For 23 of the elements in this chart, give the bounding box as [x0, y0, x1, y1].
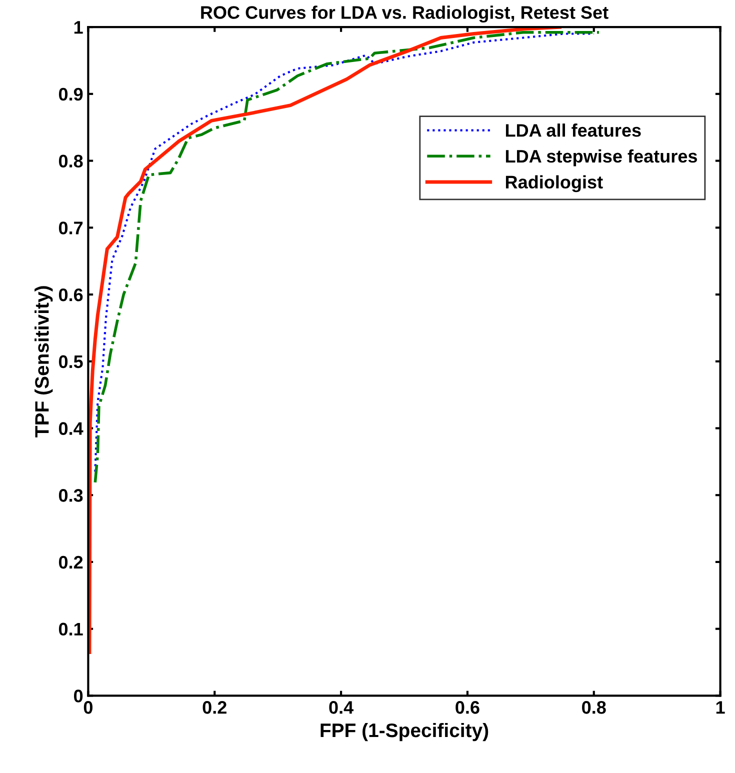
y-tick-label: 0.1 — [58, 622, 83, 636]
y-tick-label: 1 — [74, 21, 83, 34]
y-tick-label: 0.2 — [58, 556, 83, 569]
y-axis-title: TPF (Sensitivity) — [34, 286, 53, 438]
legend-label: Radiologist — [506, 175, 603, 192]
legend-label: LDA stepwise features — [506, 149, 697, 166]
x-tick-label: 0 — [84, 701, 92, 714]
y-tick-label: 0 — [74, 690, 83, 702]
y-tick-label: 0.8 — [58, 154, 83, 168]
x-tick-label: 0.2 — [202, 701, 226, 714]
legend-label: LDA all features — [506, 124, 641, 137]
x-tick-label: 0.4 — [329, 701, 354, 714]
x-tick-label: 1 — [716, 701, 725, 714]
y-tick-label: 0.5 — [58, 355, 83, 368]
x-tick-label: 0.8 — [582, 701, 606, 714]
y-tick-label: 0.7 — [58, 222, 83, 234]
y-tick-label: 0.4 — [58, 422, 84, 435]
chart-title: ROC Curves for LDA vs. Radiologist, Retest Set — [201, 6, 608, 23]
y-tick-label: 0.9 — [58, 88, 83, 101]
y-tick-label: 0.3 — [58, 489, 83, 502]
y-tick-label: 0.6 — [58, 288, 83, 302]
x-axis-title: FPF (1-Specificity) — [320, 722, 488, 742]
x-tick-label: 0.6 — [456, 701, 480, 714]
